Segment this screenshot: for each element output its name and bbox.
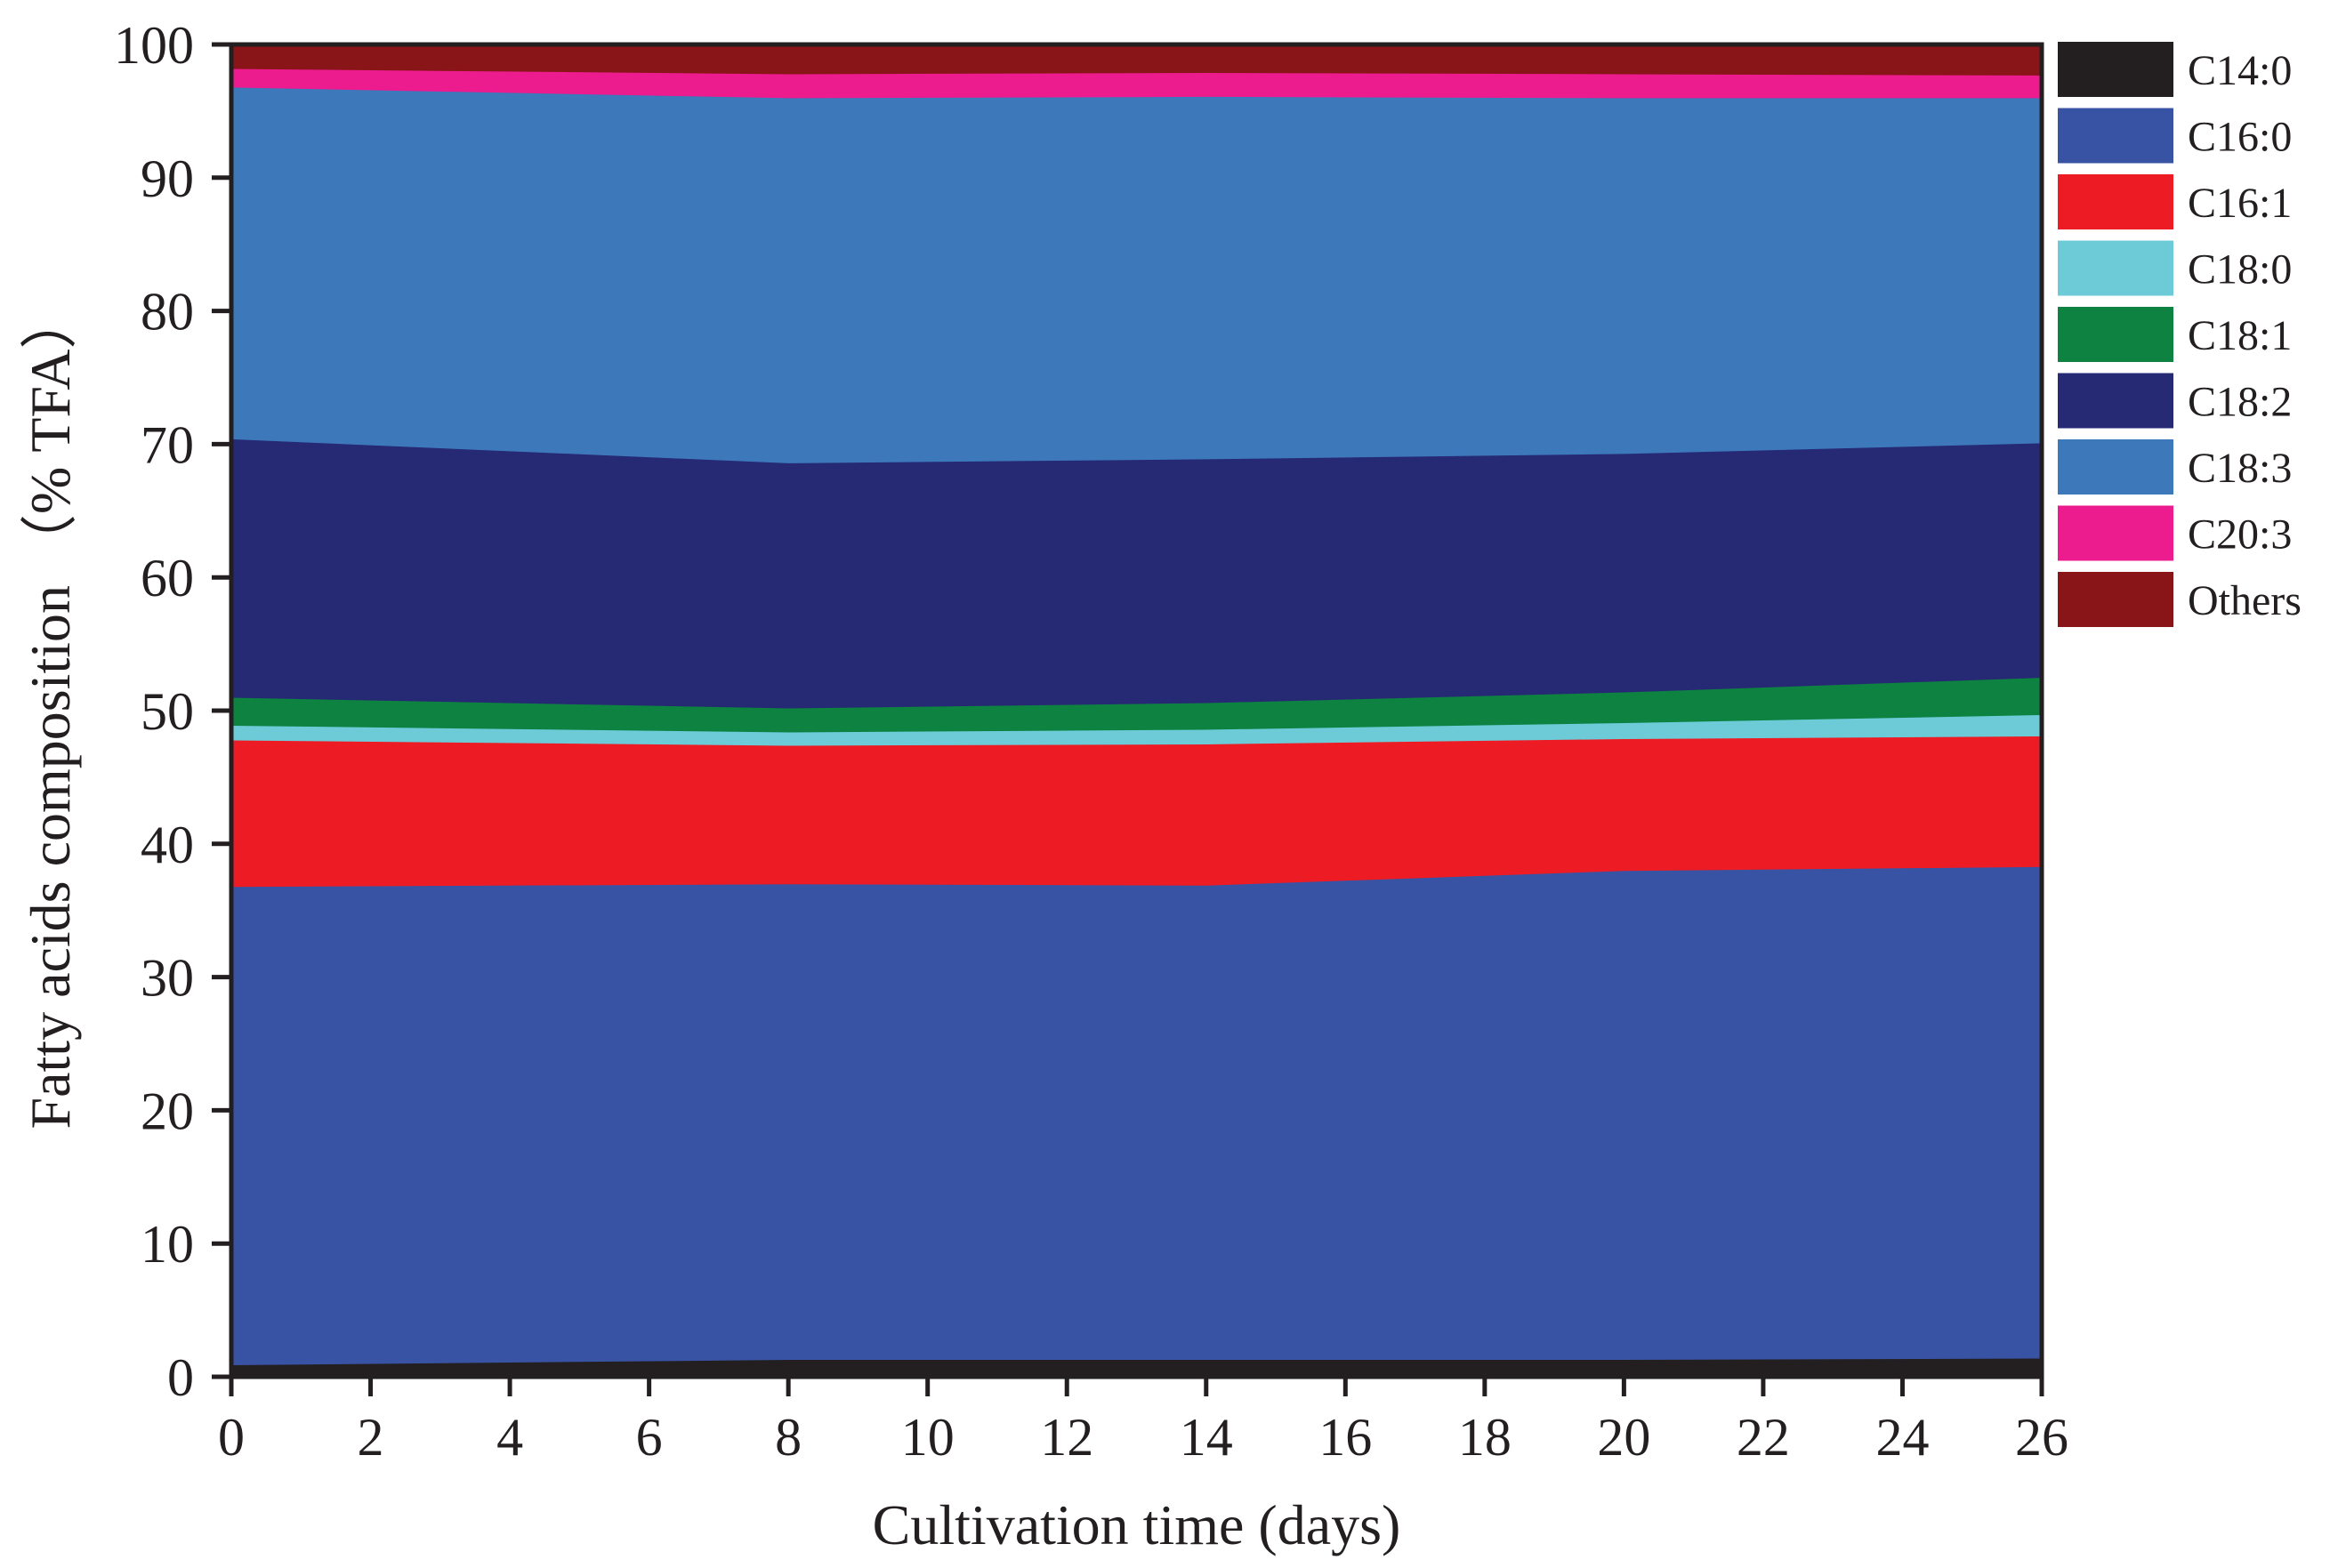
x-tick-label: 10 xyxy=(901,1408,955,1467)
y-tick-label: 10 xyxy=(141,1215,194,1274)
area-c18-2 xyxy=(230,438,2043,709)
x-tick-label: 20 xyxy=(1597,1408,1650,1467)
legend-swatch xyxy=(2058,42,2173,97)
legend-swatch xyxy=(2058,240,2173,296)
x-tick-label: 2 xyxy=(358,1408,384,1467)
legend-label: C20:3 xyxy=(2188,511,2292,559)
area-c16-1 xyxy=(230,735,2043,888)
x-tick-label: 26 xyxy=(2015,1408,2068,1467)
area-c16-0 xyxy=(230,865,2043,1366)
y-tick-label: 60 xyxy=(141,549,194,607)
x-tick-label: 8 xyxy=(775,1408,802,1467)
legend-label: C18:1 xyxy=(2188,312,2292,359)
legend-swatch xyxy=(2058,505,2173,561)
area-c18-3 xyxy=(230,86,2043,463)
legend-label: C18:3 xyxy=(2188,445,2292,492)
x-tick-label: 22 xyxy=(1737,1408,1790,1467)
legend-swatch xyxy=(2058,439,2173,495)
x-tick-label: 0 xyxy=(218,1408,245,1467)
legend-label: C14:0 xyxy=(2188,47,2292,94)
legend-swatch xyxy=(2058,174,2173,229)
x-tick-label: 14 xyxy=(1180,1408,1233,1467)
legend-label: C16:1 xyxy=(2188,180,2292,227)
legend-label: C18:2 xyxy=(2188,379,2292,426)
y-tick-label: 30 xyxy=(141,949,194,1008)
legend-swatch xyxy=(2058,108,2173,164)
y-axis: 0 10 20 30 40 50 60 70 80 90 100 xyxy=(114,16,231,1407)
legend-swatch xyxy=(2058,307,2173,362)
x-tick-label: 4 xyxy=(496,1408,523,1467)
legend-label: C18:0 xyxy=(2188,246,2292,293)
y-tick-label: 50 xyxy=(141,682,194,741)
legend-swatch xyxy=(2058,373,2173,429)
y-tick-label: 70 xyxy=(141,415,194,474)
legend-swatch xyxy=(2058,572,2173,627)
y-tick-label: 90 xyxy=(141,149,194,208)
area-others xyxy=(230,44,2043,76)
x-axis: 0 2 4 6 8 10 12 14 16 18 20 22 24 26 xyxy=(218,1377,2068,1467)
y-tick-label: 100 xyxy=(114,16,194,75)
legend-label: Others xyxy=(2188,577,2302,624)
y-tick-label: 80 xyxy=(141,283,194,342)
stacked-areas xyxy=(230,44,2043,1378)
y-axis-title: Fatty acids composition （% TFA） xyxy=(19,293,82,1130)
x-tick-label: 16 xyxy=(1318,1408,1372,1467)
x-tick-label: 24 xyxy=(1875,1408,1929,1467)
legend-label: C16:0 xyxy=(2188,114,2292,161)
legend: C14:0 C16:0 C16:1 C18:0 C18:1 C18:2 C18:3 C20:3… xyxy=(2058,42,2302,627)
y-tick-label: 0 xyxy=(167,1348,194,1407)
x-tick-label: 6 xyxy=(636,1408,663,1467)
x-tick-label: 18 xyxy=(1458,1408,1512,1467)
y-tick-label: 40 xyxy=(141,816,194,874)
y-tick-label: 20 xyxy=(141,1082,194,1140)
x-axis-title: Cultivation time (days) xyxy=(873,1493,1401,1556)
x-tick-label: 12 xyxy=(1040,1408,1093,1467)
